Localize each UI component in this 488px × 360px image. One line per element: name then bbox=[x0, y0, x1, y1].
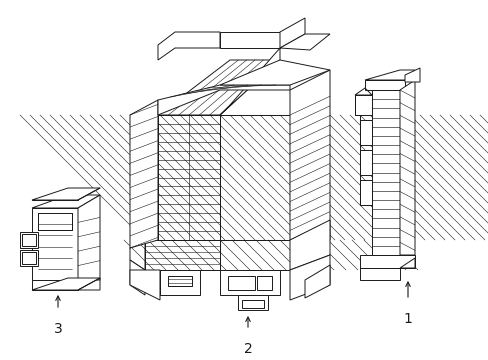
Polygon shape bbox=[220, 240, 289, 270]
Polygon shape bbox=[130, 100, 158, 248]
Polygon shape bbox=[220, 48, 280, 115]
Polygon shape bbox=[20, 232, 38, 248]
Polygon shape bbox=[227, 276, 254, 290]
Polygon shape bbox=[220, 32, 280, 48]
Polygon shape bbox=[364, 70, 414, 80]
Polygon shape bbox=[158, 115, 220, 240]
Polygon shape bbox=[354, 95, 371, 115]
Polygon shape bbox=[289, 220, 329, 270]
Polygon shape bbox=[359, 180, 371, 205]
Text: 3: 3 bbox=[54, 322, 62, 336]
Polygon shape bbox=[158, 85, 289, 115]
Polygon shape bbox=[32, 208, 78, 280]
Polygon shape bbox=[399, 80, 414, 255]
Polygon shape bbox=[130, 240, 145, 270]
Polygon shape bbox=[32, 280, 78, 290]
Polygon shape bbox=[359, 120, 371, 145]
Polygon shape bbox=[158, 32, 220, 60]
Polygon shape bbox=[280, 18, 305, 48]
Polygon shape bbox=[158, 60, 280, 115]
Polygon shape bbox=[220, 60, 329, 85]
Polygon shape bbox=[168, 276, 192, 286]
Polygon shape bbox=[359, 255, 414, 268]
Polygon shape bbox=[257, 276, 271, 290]
Polygon shape bbox=[20, 250, 38, 266]
Polygon shape bbox=[130, 260, 145, 295]
Polygon shape bbox=[371, 90, 399, 255]
Polygon shape bbox=[220, 270, 280, 295]
Polygon shape bbox=[32, 195, 100, 208]
Polygon shape bbox=[22, 234, 36, 246]
Polygon shape bbox=[32, 188, 100, 200]
Polygon shape bbox=[364, 80, 404, 90]
Polygon shape bbox=[78, 195, 100, 280]
Polygon shape bbox=[404, 68, 419, 82]
Polygon shape bbox=[22, 252, 36, 264]
Polygon shape bbox=[130, 270, 160, 300]
Polygon shape bbox=[242, 300, 264, 308]
Polygon shape bbox=[280, 34, 329, 50]
Polygon shape bbox=[220, 115, 289, 240]
Text: 2: 2 bbox=[243, 342, 252, 356]
Polygon shape bbox=[160, 270, 200, 295]
Polygon shape bbox=[289, 255, 329, 300]
Polygon shape bbox=[38, 213, 72, 230]
Polygon shape bbox=[238, 295, 267, 310]
Polygon shape bbox=[289, 70, 329, 240]
Bar bbox=[220, 115, 289, 240]
Text: 1: 1 bbox=[403, 312, 411, 326]
Polygon shape bbox=[359, 150, 371, 175]
Polygon shape bbox=[359, 268, 399, 280]
Polygon shape bbox=[32, 278, 100, 290]
Polygon shape bbox=[305, 265, 329, 298]
Polygon shape bbox=[145, 240, 220, 270]
